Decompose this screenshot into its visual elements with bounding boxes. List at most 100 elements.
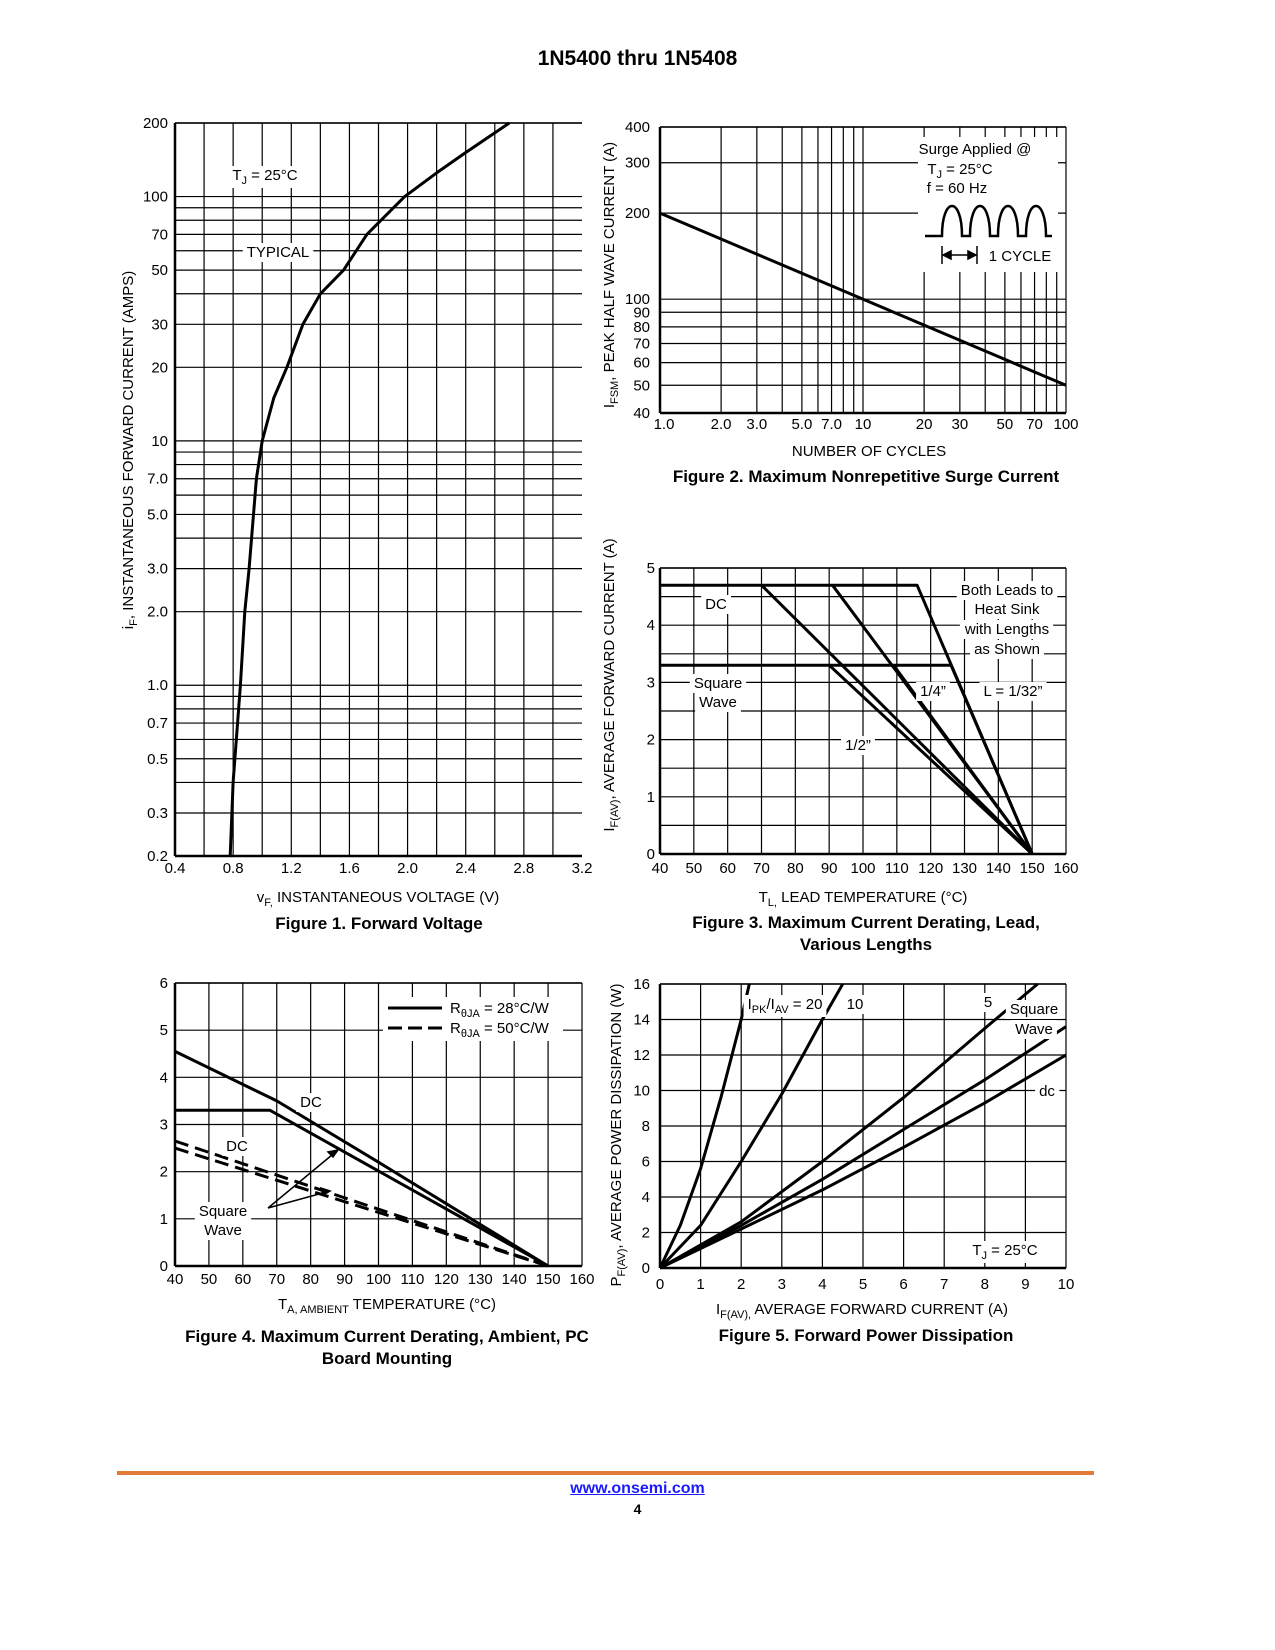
figure-5-caption: Figure 5. Forward Power Dissipation [718, 1326, 1014, 1345]
y-tick-label: 200 [143, 115, 168, 132]
subscript: F(AV), [720, 1309, 751, 1321]
annotation-label: Surge Applied @ [919, 141, 1032, 158]
series-line-3 [760, 584, 1034, 856]
text-run: 10 [633, 1083, 650, 1100]
text-run: 3 [778, 1276, 786, 1293]
text-run: 50 [997, 416, 1014, 433]
fig4-chart: 40 50 60 70 80 90 100 110 120 130 140 150 160 0 1 2 3 4 5 6… [160, 975, 595, 1316]
text-run: 2.0 [397, 860, 418, 877]
y-tick-label: 400 [625, 119, 650, 136]
x-axis-label: NUMBER OF CYCLES [792, 443, 946, 460]
annotation-label: 10 [847, 996, 864, 1013]
text-run: 130 [952, 860, 977, 877]
y-tick-label: 70 [633, 335, 650, 352]
text-run: 7.0 [147, 471, 168, 488]
x-tick-label: 160 [569, 1271, 594, 1288]
text-run: 1 CYCLE [989, 248, 1052, 265]
text-run: 100 [366, 1271, 391, 1288]
x-tick-label: 10 [1058, 1276, 1075, 1293]
text-run: Surge Applied @ [919, 141, 1032, 158]
figure-2-caption: Figure 2. Maximum Nonrepetitive Surge Cu… [672, 467, 1060, 486]
text-run: 5.0 [147, 506, 168, 523]
x-tick-label: 2.0 [397, 860, 418, 877]
text-run: I [748, 996, 752, 1013]
text-run: 0 [160, 1258, 168, 1275]
x-tick-label: 0 [656, 1276, 664, 1293]
text-run: 20 [151, 359, 168, 376]
x-tick-label: 60 [234, 1271, 251, 1288]
x-tick-label: 100 [850, 860, 875, 877]
x-tick-label: 70 [753, 860, 770, 877]
text-run: 200 [625, 205, 650, 222]
x-tick-label: 3.0 [746, 416, 767, 433]
x-tick-label: 8 [981, 1276, 989, 1293]
subscript: J [242, 175, 248, 187]
label-background [922, 179, 992, 198]
series-line-3 [659, 982, 1039, 1270]
text-run: 140 [502, 1271, 527, 1288]
label-background [979, 682, 1047, 701]
text-run: 80 [787, 860, 804, 877]
series-line-1 [228, 121, 511, 857]
text-run: I [601, 827, 618, 831]
y-tick-label: 5 [160, 1022, 168, 1039]
text-run: = 25°C [247, 167, 298, 184]
x-tick-label: 140 [986, 860, 1011, 877]
y-tick-label: 14 [633, 1012, 650, 1029]
x-tick-label: 2.0 [711, 416, 732, 433]
text-run: Square [694, 675, 742, 692]
text-run: 40 [633, 405, 650, 422]
fig1-chart: 0.4 0.8 1.2 1.6 2.0 2.4 2.8 3.2 0.2 0.3 0.5 0.7 1.0 2… [120, 115, 592, 909]
subscript: L, [768, 897, 777, 909]
text-run: 60 [633, 355, 650, 372]
text-run: 110 [885, 860, 909, 877]
text-run: 80 [633, 319, 650, 336]
annotation-label: Square [694, 675, 742, 692]
annotation-label: Heat Sink [974, 601, 1040, 618]
text-run: 3.2 [572, 860, 593, 877]
x-tick-label: 100 [366, 1271, 391, 1288]
x-tick-label: 160 [1053, 860, 1078, 877]
text-run: 30 [151, 316, 168, 333]
label-background [695, 693, 741, 712]
text-run: LEAD TEMPERATURE (°C) [777, 889, 967, 906]
x-tick-label: 70 [268, 1271, 285, 1288]
text-run: 40 [652, 860, 669, 877]
text-run: 100 [143, 189, 168, 206]
text-run: Heat Sink [974, 601, 1040, 618]
y-tick-label: 0.2 [147, 848, 168, 865]
text-run: 0.5 [147, 751, 168, 768]
text-run: 150 [1020, 860, 1045, 877]
text-run: = 28°C/W [480, 1000, 550, 1017]
annotation-label: with Lengths [964, 621, 1049, 638]
annotation-label: DC [705, 596, 727, 613]
annotation-label: Square [199, 1203, 247, 1220]
x-tick-label: 2.4 [455, 860, 476, 877]
text-run: 1.0 [147, 677, 168, 694]
x-tick-label: 10 [855, 416, 872, 433]
footer-website-link[interactable]: www.onsemi.com [570, 1480, 705, 1497]
text-run: DC [705, 596, 727, 613]
y-tick-label: 3 [647, 674, 655, 691]
x-tick-label: 3.2 [572, 860, 593, 877]
label-background [701, 595, 731, 614]
text-run: with Lengths [964, 621, 1049, 638]
y-tick-label: 40 [633, 405, 650, 422]
text-run: 70 [753, 860, 770, 877]
y-tick-label: 1 [647, 789, 655, 806]
x-tick-label: 1.2 [281, 860, 302, 877]
y-tick-label: 6 [642, 1154, 650, 1171]
text-run: 4 [647, 617, 655, 634]
text-run: 70 [268, 1271, 285, 1288]
text-run: L = 1/32” [983, 683, 1042, 700]
x-tick-label: 70 [1026, 416, 1043, 433]
x-axis-label: TL, LEAD TEMPERATURE (°C) [759, 889, 968, 909]
label-background [194, 1202, 252, 1221]
x-tick-label: 7.0 [821, 416, 842, 433]
text-run: 400 [625, 119, 650, 136]
annotation-label: 1/2” [845, 737, 871, 754]
x-tick-label: 1 [696, 1276, 704, 1293]
x-tick-label: 90 [336, 1271, 353, 1288]
y-tick-label: 4 [647, 617, 655, 634]
text-run: 0.8 [223, 860, 244, 877]
